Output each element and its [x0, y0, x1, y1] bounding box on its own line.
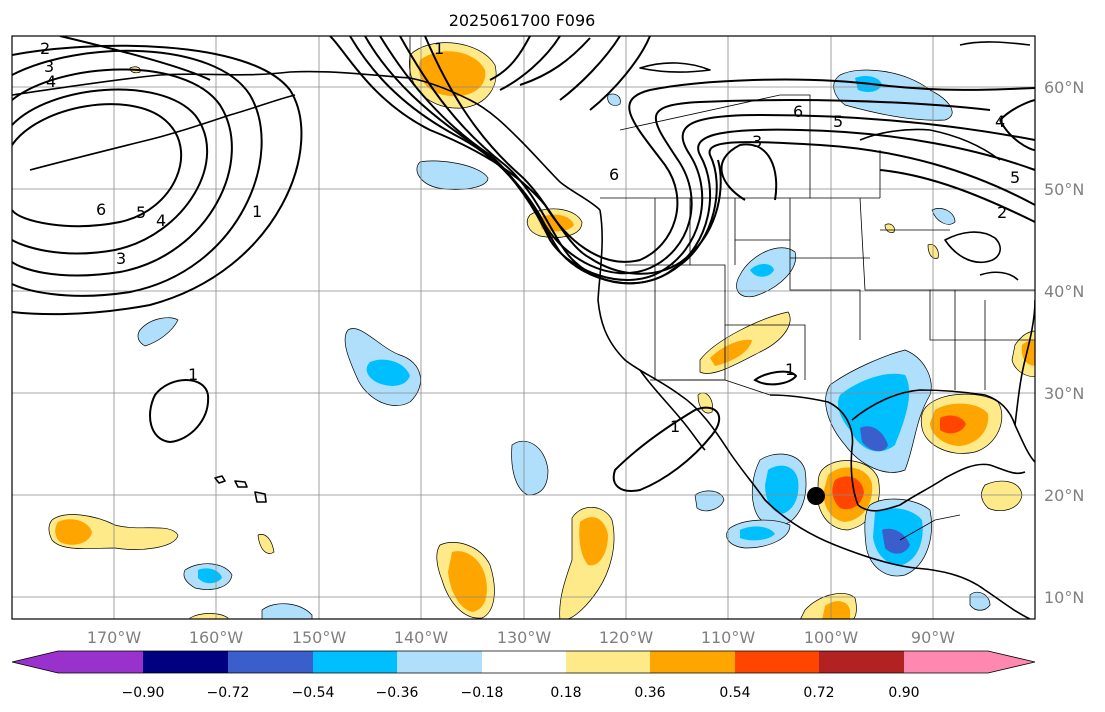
contour-label: 5 [833, 112, 843, 131]
colorbar-tick-label: 0.18 [550, 685, 581, 701]
colorbar-swatch [482, 651, 566, 673]
contour-label: 2 [997, 203, 1007, 222]
map-frame [11, 35, 1036, 620]
colorbar-tick-label: 0.54 [719, 685, 750, 701]
contour-label: 1 [188, 365, 198, 384]
colorbar-swatch [904, 651, 988, 673]
contour-label-group: 2 3 4 6 5 4 3 1 1 6 5 3 6 1 1 1 4 5 2 [40, 39, 1020, 436]
figure-title: 2025061700 F096 [449, 11, 596, 30]
colorbar-tick-label: −0.18 [461, 685, 504, 701]
colorbar-swatch [819, 651, 904, 673]
lat-tick-label: 50°N [1044, 180, 1084, 199]
colorbar-swatch [650, 651, 735, 673]
colorbar-tick-label: −0.72 [207, 685, 250, 701]
colorbar-tick-label: −0.90 [122, 685, 165, 701]
contour-label: 1 [785, 360, 795, 379]
lat-tick-label: 40°N [1044, 282, 1084, 301]
colorbar-extend-max [988, 651, 1035, 673]
colorbar-tick-label: −0.36 [376, 685, 419, 701]
longitude-tick-labels: 170°W 160°W 150°W 140°W 130°W 120°W 110°… [87, 628, 955, 647]
colorbar: −0.90 −0.72 −0.54 −0.36 −0.18 0.18 0.36 … [11, 650, 1036, 701]
lat-tick-label: 30°N [1044, 384, 1084, 403]
colorbar-swatch [397, 651, 482, 673]
contour-label: 4 [46, 72, 56, 91]
lon-tick-label: 120°W [599, 628, 654, 647]
graticule [12, 36, 1035, 619]
political-borders [409, 36, 1035, 541]
contour-label: 2 [40, 39, 50, 58]
contour-label: 1 [434, 39, 444, 58]
colorbar-swatch [313, 651, 397, 673]
lon-tick-label: 130°W [497, 628, 552, 647]
colorbar-swatch [58, 651, 143, 673]
lon-tick-label: 170°W [87, 628, 142, 647]
lat-tick-label: 60°N [1044, 78, 1084, 97]
colorbar-tick-label: −0.54 [292, 685, 335, 701]
contour-label: 6 [793, 102, 803, 121]
contour-label: 1 [252, 202, 262, 221]
contour-lines [12, 36, 1035, 492]
colorbar-swatch [228, 651, 313, 673]
lat-tick-label: 20°N [1044, 486, 1084, 505]
colorbar-extend-min [12, 651, 58, 673]
contour-label: 3 [752, 132, 762, 151]
colorbar-swatch [735, 651, 819, 673]
colorbar-tick-labels: −0.90 −0.72 −0.54 −0.36 −0.18 0.18 0.36 … [122, 685, 920, 701]
contour-label: 4 [995, 112, 1005, 131]
contour-label: 3 [116, 249, 126, 268]
colorbar-swatches [11, 650, 1036, 674]
contour-label: 6 [96, 200, 106, 219]
contour-label: 5 [1010, 168, 1020, 187]
colorbar-tick-label: 0.90 [888, 685, 919, 701]
contour-label: 6 [609, 165, 619, 184]
lon-tick-label: 110°W [701, 628, 756, 647]
contour-label: 1 [670, 417, 680, 436]
lon-tick-label: 160°W [189, 628, 244, 647]
lon-tick-label: 100°W [804, 628, 859, 647]
anomaly-shading [48, 42, 1035, 619]
lon-tick-label: 90°W [911, 628, 955, 647]
lat-tick-label: 10°N [1044, 588, 1084, 607]
colorbar-swatch [143, 651, 228, 673]
latitude-tick-labels: 60°N 50°N 40°N 30°N 20°N 10°N [1044, 78, 1084, 607]
colorbar-outline [11, 650, 1036, 674]
coastlines [12, 41, 1035, 619]
lon-tick-label: 140°W [394, 628, 449, 647]
contour-label: 3 [44, 57, 54, 76]
lon-tick-label: 150°W [292, 628, 347, 647]
contour-label: 5 [136, 203, 146, 222]
contour-label: 4 [156, 211, 166, 230]
colorbar-swatch [566, 651, 650, 673]
map-panel: 2 3 4 6 5 4 3 1 1 6 5 3 6 1 1 1 4 5 2 17… [11, 35, 1084, 647]
colorbar-tick-label: 0.72 [803, 685, 834, 701]
colorbar-tick-label: 0.36 [634, 685, 665, 701]
storm-center-marker [807, 487, 825, 505]
